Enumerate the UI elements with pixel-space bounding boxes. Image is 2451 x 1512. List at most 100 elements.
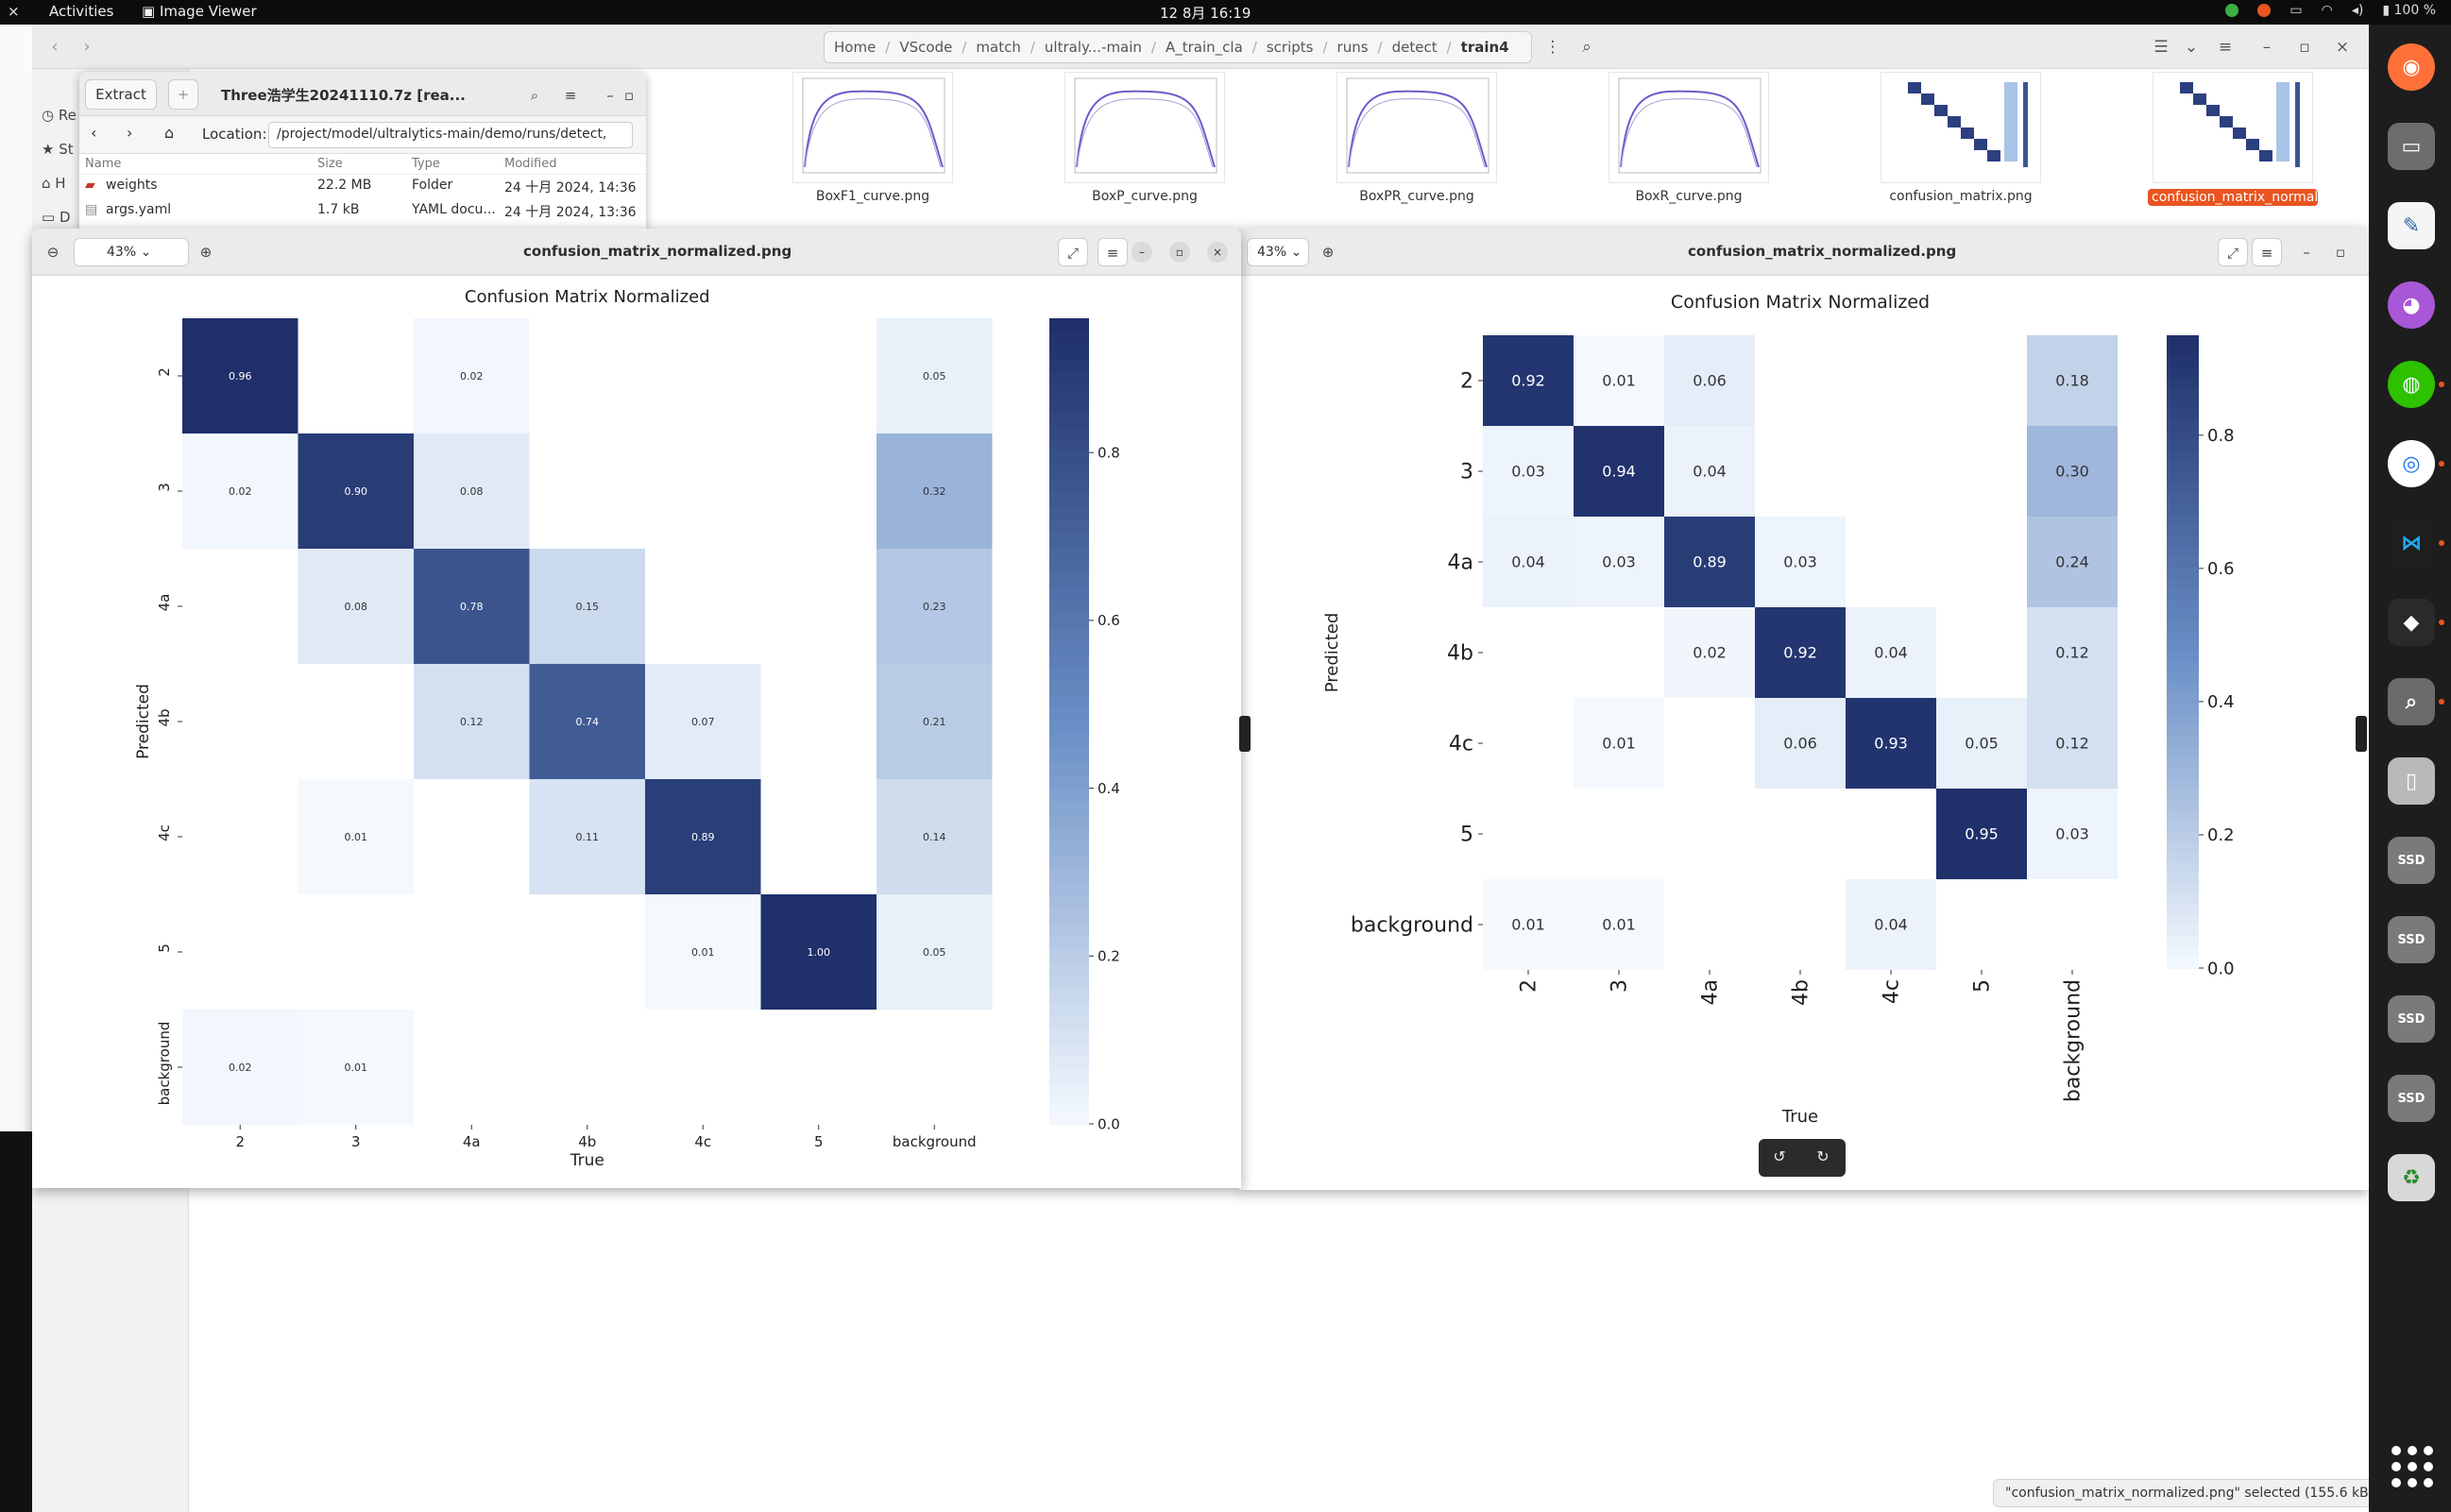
image-canvas[interactable]: Confusion Matrix Normalized 0.92 0.01 0.06 0… [1239,276,2369,1190]
image-canvas[interactable]: Confusion Matrix Normalized 0.96 0.02 0.05 0… [32,276,1241,1188]
location-field[interactable]: /project/model/ultralytics-main/demo/run… [268,122,633,148]
fullscreen-icon[interactable]: ⤢ [1058,238,1088,266]
column-name[interactable]: Name [85,157,122,171]
cat-app-icon[interactable]: ◕ [2388,281,2435,329]
colorbar-segment [1049,989,1089,1005]
close-icon[interactable]: × [1207,242,1228,263]
file-thumbnail[interactable]: confusion_matrix_normalized.png [2148,72,2374,206]
ssd-drive-icon[interactable]: SSD [2388,995,2435,1043]
breadcrumb-item[interactable]: A_train_cla [1165,39,1243,56]
more-options-icon[interactable]: ⋮ [1544,38,1561,57]
zoom-in-icon[interactable]: ⊕ [199,244,213,261]
breadcrumb-item[interactable]: ultraly...-main [1044,39,1142,56]
side-handle[interactable] [2356,716,2367,752]
file-thumbnail[interactable]: BoxP_curve.png [1060,72,1230,204]
wechat-icon[interactable]: ◍ [2388,361,2435,408]
viewer-header: 43% ⌄ ⊕ confusion_matrix_normalized.png … [1239,229,2369,276]
battery-indicator[interactable]: ▮ 100 % [2382,3,2436,18]
vscode-icon[interactable]: ⋈ [2388,519,2435,567]
minimize-icon[interactable]: – [2303,244,2310,261]
column-size[interactable]: Size [317,157,343,171]
wifi-icon[interactable]: ◠ [2321,3,2333,18]
sidebar-item-starred[interactable]: ★ St [42,141,74,158]
side-handle[interactable] [1239,716,1251,752]
ssd-drive-icon[interactable]: SSD [2388,1075,2435,1122]
chevron-down-icon[interactable]: ⌄ [2184,38,2199,57]
maximize-icon[interactable]: ▫ [2299,38,2310,57]
files-icon[interactable]: ▭ [2388,123,2435,170]
sidebar-item-recent[interactable]: ◷ Re [42,107,77,124]
sidebar-item-home[interactable]: ⌂ H [42,175,66,192]
menu-icon[interactable]: ≡ [2252,238,2282,266]
cell-value-label: 0.92 [1511,372,1545,390]
breadcrumb-item[interactable]: match [976,39,1021,56]
forward-icon[interactable]: › [83,37,91,57]
trash-icon[interactable]: ♻ [2388,1154,2435,1201]
zoom-in-icon[interactable]: ⊕ [1321,244,1335,261]
breadcrumb-item[interactable]: runs [1336,39,1369,56]
add-icon[interactable]: + [168,79,198,110]
notification-icon[interactable] [2257,4,2272,17]
ssd-drive-icon[interactable]: SSD [2388,916,2435,963]
close-small-icon[interactable]: × [8,3,20,20]
zoom-select[interactable]: 43% ⌄ [74,238,189,266]
search-icon[interactable]: ⌕ [530,87,539,104]
file-thumbnail[interactable]: BoxF1_curve.png [788,72,958,204]
clock[interactable]: 12 8月 16:19 [1160,5,1251,22]
window-title: confusion_matrix_normalized.png [1688,243,1957,260]
maximize-icon[interactable]: ▫ [1169,242,1190,263]
chrome-icon[interactable]: ◎ [2388,440,2435,487]
list-view-icon[interactable]: ☰ [2153,38,2169,57]
sidebar-item-desktop[interactable]: ▭ D [42,209,71,226]
rotate-right-icon[interactable]: ↻ [1816,1147,1830,1165]
forward-icon[interactable]: › [127,124,133,142]
rotate-left-icon[interactable]: ↺ [1773,1147,1786,1165]
maximize-icon[interactable]: ▫ [2335,244,2346,261]
home-icon[interactable]: ⌂ [164,124,175,142]
minimize-icon[interactable]: – [1132,242,1152,263]
firefox-icon[interactable]: ◉ [2388,43,2435,91]
breadcrumb-item[interactable]: scripts [1266,39,1314,56]
keyboard-icon[interactable]: ▭ [2289,3,2303,18]
colorbar-segment [1049,613,1089,628]
file-thumbnail[interactable]: BoxR_curve.png [1604,72,1774,204]
breadcrumb-item[interactable]: detect [1391,39,1438,56]
menu-icon[interactable]: ≡ [1098,238,1128,266]
file-thumbnail[interactable]: confusion_matrix.png [1876,72,2046,204]
extract-button[interactable]: Extract [85,79,157,110]
back-icon[interactable]: ‹ [51,37,59,57]
text-editor-icon[interactable]: ✎ [2388,202,2435,249]
activities-button[interactable]: Activities [49,3,114,20]
breadcrumb-item[interactable]: VScode [899,39,953,56]
maximize-icon[interactable]: ▫ [623,87,635,104]
menu-icon[interactable]: ≡ [2218,38,2233,57]
column-modified[interactable]: Modified [504,157,557,171]
volume-icon[interactable]: ◂) [2351,3,2364,18]
wechat-icon[interactable] [2225,4,2239,17]
back-icon[interactable]: ‹ [91,124,97,142]
app-grid-icon[interactable] [2391,1446,2433,1487]
image-viewer-icon[interactable]: ⌕ [2388,678,2435,725]
image-viewer-left: ⊖ 43% ⌄ ⊕ confusion_matrix_normalized.pn… [32,229,1241,1188]
zoom-out-icon[interactable]: ⊖ [46,244,60,261]
file-thumbnail[interactable]: BoxPR_curve.png [1332,72,1502,204]
close-icon[interactable]: × [2335,38,2350,57]
archive-app-icon[interactable]: ◆ [2388,599,2435,646]
search-icon[interactable]: ⌕ [1582,38,1591,57]
drive-icon[interactable]: ▯ [2388,757,2435,805]
breadcrumb-item[interactable]: Home [834,39,877,56]
colorbar-segment [2167,715,2199,727]
column-type[interactable]: Type [412,157,440,171]
minimize-icon[interactable]: – [606,87,614,104]
menu-icon[interactable]: ≡ [564,87,577,104]
list-item[interactable]: ▰ weights 22.2 MB Folder 24 十月 2024, 14:… [79,175,646,199]
ssd-drive-icon[interactable]: SSD [2388,837,2435,884]
breadcrumb-item[interactable]: train4 [1460,39,1509,56]
system-tray[interactable]: ▭ ◠ ◂) ▮ 100 % [2225,3,2436,18]
heatmap-cell [182,1010,298,1125]
fullscreen-icon[interactable]: ⤢ [2218,238,2248,266]
zoom-select[interactable]: 43% ⌄ [1247,238,1309,266]
list-item[interactable]: ▤ args.yaml 1.7 kB YAML docu... 24 十月 20… [79,199,646,224]
minimize-icon[interactable]: – [2262,38,2272,57]
app-menu[interactable]: ▣ Image Viewer [142,3,257,20]
